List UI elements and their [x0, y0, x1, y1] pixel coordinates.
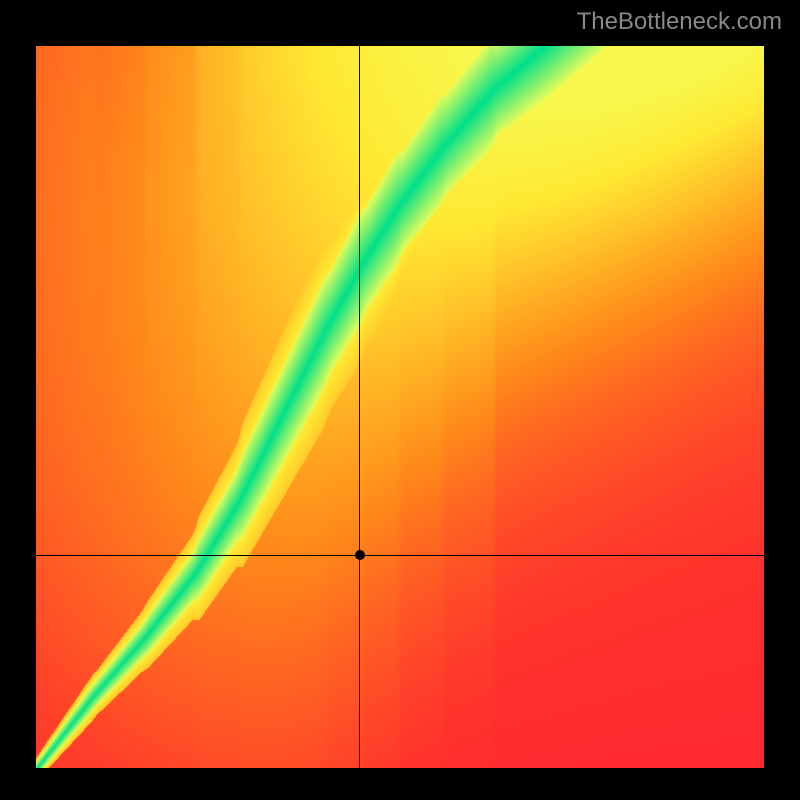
watermark-text: TheBottleneck.com — [577, 8, 782, 36]
crosshair-horizontal — [36, 555, 764, 556]
crosshair-vertical — [359, 46, 360, 768]
heatmap-canvas — [36, 46, 764, 768]
crosshair-marker — [355, 550, 365, 560]
plot-area — [36, 46, 764, 768]
